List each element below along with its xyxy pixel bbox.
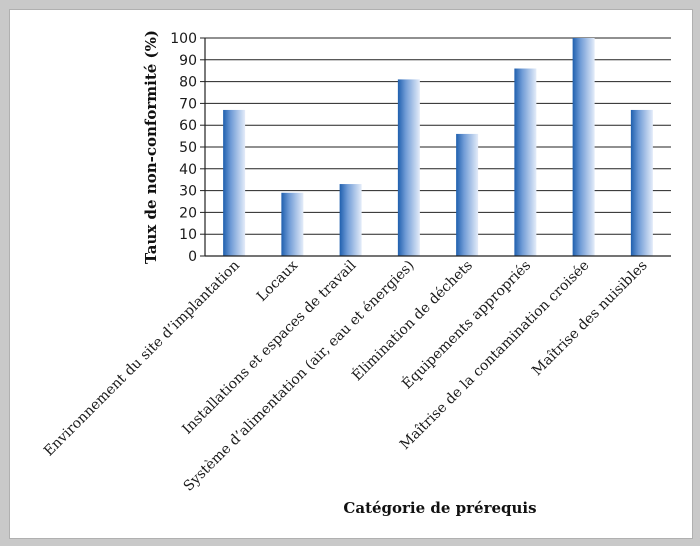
x-category-labels: Environnement du site d’implantation Loca… [41,256,651,495]
bar [223,109,246,256]
gridlines [205,37,671,235]
x-category-label: Maîtrise des nuisibles [529,258,651,380]
y-tick-label: 70 [179,96,197,112]
y-tick-label: 10 [179,227,197,243]
bar [281,192,304,256]
bar-chart: 0 10 20 30 40 50 60 70 80 90 100 Environnement du … [41,30,671,517]
y-tick-label: 90 [179,53,197,69]
bars [223,38,653,256]
bar [514,68,537,256]
bar [456,133,479,256]
y-tick-label: 30 [179,184,197,200]
bar [339,184,362,256]
x-category-label: Environnement du site d’implantation [41,258,243,460]
bar [630,109,653,256]
y-tick-label: 40 [179,162,197,178]
y-tick-label: 50 [179,140,197,156]
x-axis-title: Catégorie de prérequis [343,499,536,517]
y-tick-labels: 0 10 20 30 40 50 60 70 80 90 100 [170,31,205,265]
y-axis-title: Taux de non-conformité (%) [142,30,160,264]
bar [397,79,420,256]
x-category-label: Locaux [254,257,301,304]
chart-frame: 0 10 20 30 40 50 60 70 80 90 100 Environnement du … [9,9,693,539]
x-category-label: Élimination de déchets [348,256,476,384]
y-tick-label: 60 [179,118,197,134]
y-tick-label: 20 [179,205,197,221]
y-tick-label: 100 [170,31,197,47]
bar [572,38,595,256]
y-tick-label: 0 [188,249,197,265]
y-tick-label: 80 [179,75,197,91]
